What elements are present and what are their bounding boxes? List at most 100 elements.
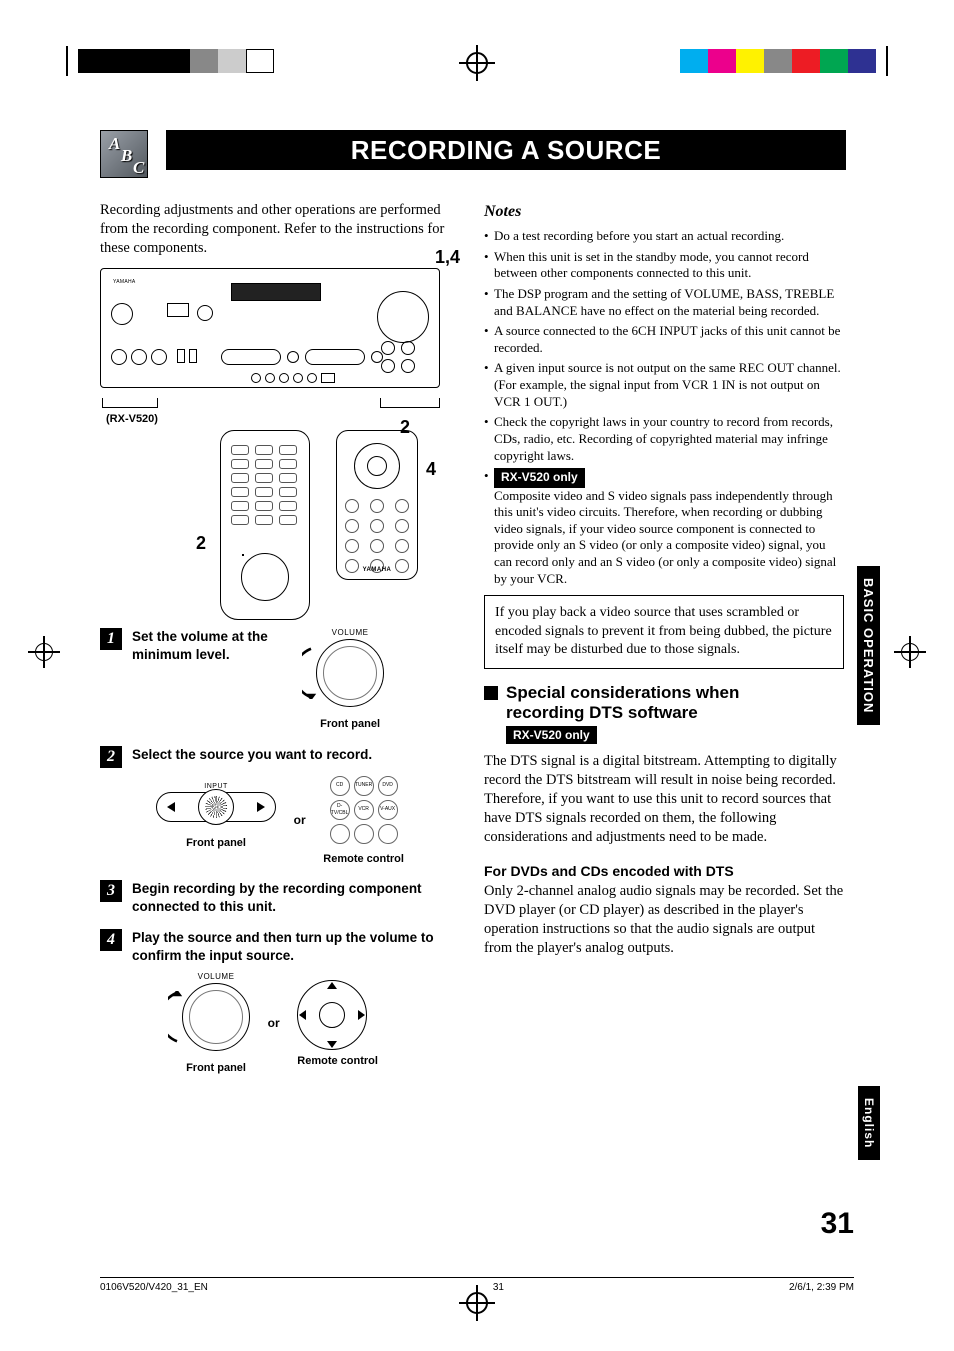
badge-c: C [133, 158, 144, 178]
rx-only-text: Composite video and S video signals pass… [494, 488, 836, 586]
dpad-icon [297, 980, 367, 1050]
notes-list: Do a test recording before you start an … [484, 228, 844, 464]
badge-b: B [121, 146, 132, 166]
step-1: 1 Set the volume at the minimum level. V… [100, 628, 460, 731]
side-tab-basic: BASIC OPERATION [857, 566, 880, 725]
source-btn: VCR [354, 800, 374, 820]
note-item: When this unit is set in the standby mod… [484, 249, 844, 282]
side-tab-english: English [858, 1086, 880, 1160]
remote-logo: YAMAHA [337, 567, 417, 575]
step-num-4: 4 [100, 929, 122, 951]
front-panel-label: Front panel [316, 717, 384, 732]
step-2-text: Select the source you want to record. [132, 746, 442, 764]
swatch [680, 49, 708, 73]
swatch [190, 49, 218, 73]
step-num-1: 1 [100, 628, 122, 650]
volume-label-2: VOLUME [182, 972, 250, 983]
swatch [820, 49, 848, 73]
note-item: Do a test recording before you start an … [484, 228, 844, 245]
input-selector-icon: INPUT Front panel [156, 792, 276, 851]
page-number: 31 [821, 1207, 854, 1241]
note-item: Check the copyright laws in your country… [484, 414, 844, 464]
registration-top [0, 46, 954, 80]
dts-subhead: For DVDs and CDs encoded with DTS [484, 862, 844, 880]
front-panel-label-3: Front panel [182, 1061, 250, 1076]
swatch [246, 49, 274, 73]
target-icon [894, 636, 926, 668]
source-btn: V-AUX [378, 800, 398, 820]
source-btn: D-TV/CBL [330, 800, 350, 820]
volume-knob-icon-2 [182, 983, 250, 1051]
notes-heading: Notes [484, 201, 844, 222]
dts-heading-l2: recording DTS software [506, 703, 698, 722]
footer-file: 0106V520/V420_31_EN [100, 1282, 208, 1293]
header-row: A B C RECORDING A SOURCE [100, 130, 850, 183]
target-icon [459, 45, 495, 81]
step-2-diagram: INPUT Front panel or CDTUNERDVDD-TV/CBLV… [100, 776, 460, 867]
step-num-2: 2 [100, 746, 122, 768]
swatch [708, 49, 736, 73]
dts-heading-l1: Special considerations when [506, 683, 739, 702]
source-buttons-icon: CDTUNERDVD D-TV/CBLVCRV-AUX [330, 776, 398, 844]
step-num-3: 3 [100, 880, 122, 902]
volume-label: VOLUME [316, 628, 384, 639]
target-icon [28, 636, 60, 668]
note-item: A source connected to the 6CH INPUT jack… [484, 323, 844, 356]
source-btn: DVD [378, 776, 398, 796]
swatch [848, 49, 876, 73]
abc-badge-icon: A B C [100, 130, 148, 178]
reg-right [680, 46, 898, 76]
dts-subpara: Only 2-channel analog audio signals may … [484, 882, 844, 959]
reg-left [56, 46, 274, 76]
badge-a: A [109, 134, 120, 154]
step-3-text: Begin recording by the recording compone… [132, 880, 442, 915]
intro-text: Recording adjustments and other operatio… [100, 201, 460, 258]
remote-2: YAMAHA [336, 430, 418, 580]
model-label: (RX-V520) [106, 412, 158, 427]
volume-knob-icon [316, 639, 384, 707]
page: A B C RECORDING A SOURCE Recording adjus… [0, 0, 954, 1351]
remote-1 [220, 430, 310, 620]
swatch [78, 49, 106, 73]
page-title: RECORDING A SOURCE [166, 130, 846, 170]
source-btn [378, 824, 398, 844]
swatch [134, 49, 162, 73]
step-3: 3 Begin recording by the recording compo… [100, 880, 460, 915]
swatch [106, 49, 134, 73]
front-panel-label-2: Front panel [156, 836, 276, 851]
note-item: A given input source is not output on th… [484, 360, 844, 410]
step-1-text: Set the volume at the minimum level. [132, 628, 312, 663]
receiver-diagram: YAMAHA [100, 268, 440, 388]
swatch [162, 49, 190, 73]
step-4-text: Play the source and then turn up the vol… [132, 929, 442, 964]
callout-2-left: 2 [196, 532, 206, 556]
framed-note: If you play back a video source that use… [484, 595, 844, 668]
swatch [792, 49, 820, 73]
dts-para: The DTS signal is a digital bitstream. A… [484, 752, 844, 848]
or-label-2: or [268, 1016, 280, 1032]
step-4-diagram: VOLUME Front panel or [100, 972, 460, 1075]
dts-badge: RX-V520 only [506, 726, 597, 744]
callout-4: 4 [426, 458, 436, 482]
two-columns: Recording adjustments and other operatio… [100, 201, 850, 1075]
swatch [764, 49, 792, 73]
swatch [736, 49, 764, 73]
dts-heading: Special considerations when recording DT… [484, 683, 844, 744]
step-2: 2 Select the source you want to record. [100, 746, 460, 768]
target-icon [459, 1285, 495, 1321]
source-btn [354, 824, 374, 844]
or-label: or [294, 813, 306, 829]
note-item: The DSP program and the setting of VOLUM… [484, 286, 844, 319]
swatch [218, 49, 246, 73]
remote-control-label-2: Remote control [297, 1054, 378, 1069]
source-btn: TUNER [354, 776, 374, 796]
device-diagrams: 1,4 YAMAHA [100, 268, 460, 628]
remote-control-label: Remote control [323, 852, 404, 867]
notes-rx-only: RX-V520 only Composite video and S video… [484, 468, 844, 587]
right-column: Notes Do a test recording before you sta… [484, 201, 844, 1075]
rx-badge: RX-V520 only [494, 468, 585, 487]
step-4: 4 Play the source and then turn up the v… [100, 929, 460, 964]
source-btn [330, 824, 350, 844]
source-btn: CD [330, 776, 350, 796]
footer-timestamp: 2/6/1, 2:39 PM [789, 1282, 854, 1293]
